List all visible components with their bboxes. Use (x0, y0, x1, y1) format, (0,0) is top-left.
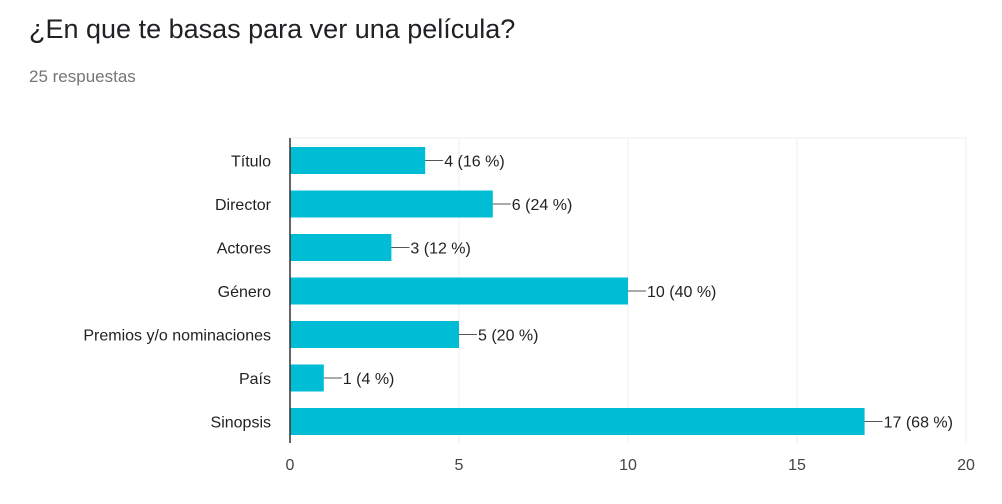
category-label: Actores (217, 241, 271, 258)
category-label: Género (218, 284, 271, 301)
category-label: Premios y/o nominaciones (83, 328, 271, 345)
bars (290, 147, 865, 435)
chart-title: ¿En que te basas para ver una película? (29, 14, 516, 44)
category-label: País (239, 371, 271, 388)
x-axis-ticks: 0 5 10 15 20 (286, 457, 975, 474)
bar (290, 190, 493, 218)
x-tick-label: 5 (455, 457, 464, 474)
data-label: 10 (40 %) (647, 284, 716, 301)
x-tick-label: 0 (286, 457, 295, 474)
data-label: 4 (16 %) (444, 154, 504, 171)
data-labels: 4 (16 %) 6 (24 %) 3 (12 %) 10 (40 %) 5 (20 %… (323, 154, 953, 432)
x-tick-label: 15 (788, 457, 806, 474)
data-label: 17 (68 %) (884, 415, 953, 432)
category-labels: Título Director Actores Género Premios y/o n… (83, 154, 271, 432)
bar (290, 147, 426, 174)
bar (290, 408, 865, 435)
data-label: 3 (12 %) (410, 241, 470, 258)
data-label: 5 (20 %) (478, 328, 538, 345)
bar (290, 364, 324, 392)
category-label: Director (215, 197, 272, 214)
bar (290, 277, 628, 305)
bar (290, 321, 459, 348)
category-label: Sinopsis (211, 415, 271, 432)
response-count: 25 respuestas (29, 67, 136, 86)
x-tick-label: 20 (957, 457, 975, 474)
data-label: 6 (24 %) (512, 197, 572, 214)
data-label: 1 (4 %) (343, 371, 395, 388)
x-tick-label: 10 (619, 457, 637, 474)
bar (290, 234, 392, 261)
category-label: Título (231, 154, 271, 171)
